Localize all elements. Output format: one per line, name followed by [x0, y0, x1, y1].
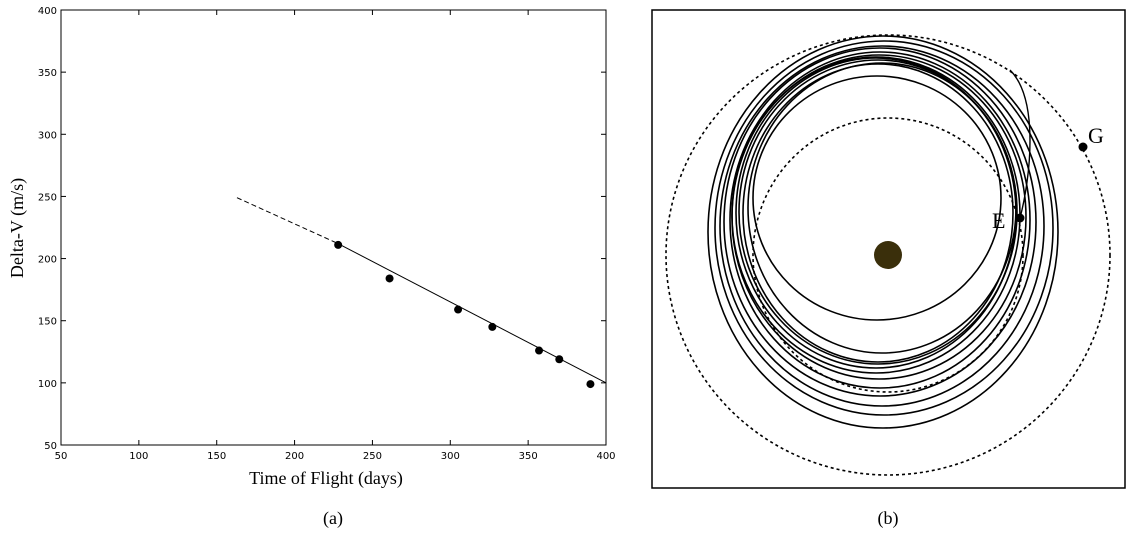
panel-a-scatter-plot: 50 100 150 200 250 300 350 400 50 100 150 200 250 30…: [7, 6, 616, 529]
trajectory-loop: [707, 35, 1059, 429]
trajectory-loop: [742, 63, 1014, 363]
diagram-frame: [651, 9, 1126, 489]
data-point: [586, 380, 595, 389]
trajectory-loop: [714, 40, 1054, 416]
y-tick-label: 150: [38, 317, 57, 328]
trajectory-loop: [752, 75, 1002, 321]
trajectory-loop: [747, 62, 1017, 354]
y-tick-label: 350: [38, 68, 57, 79]
caption-a: (a): [323, 508, 343, 529]
trajectory-loop: [719, 45, 1045, 407]
label-G: G: [1088, 123, 1104, 148]
inner-dotted-orbit: [752, 117, 1024, 393]
data-point: [334, 240, 343, 249]
trajectory-loop: [723, 47, 1037, 397]
x-tick-label: 400: [596, 451, 615, 462]
data-point: [385, 274, 394, 283]
fit-line: [236, 197, 607, 384]
x-tick-label: 150: [207, 451, 226, 462]
data-point: [488, 322, 497, 331]
x-tick-label: 250: [363, 451, 382, 462]
data-point: [535, 346, 544, 355]
trajectory-loop: [738, 59, 1018, 365]
x-tick-label: 100: [129, 451, 148, 462]
trajectory-spiral: [707, 35, 1059, 429]
y-axis-ticks: 50 100 150 200 250 300 350 400: [38, 6, 606, 452]
trajectory-loop: [729, 51, 1031, 389]
y-tick-label: 300: [38, 130, 57, 141]
plot-a-frame: [60, 9, 607, 446]
data-points: [334, 240, 595, 389]
panel-b-orbit-diagram: E G (b): [651, 9, 1126, 529]
data-point: [454, 305, 463, 314]
point-G-marker: [1078, 142, 1088, 152]
y-tick-label: 250: [38, 192, 57, 203]
x-axis-ticks: 50 100 150 200 250 300 350 400: [55, 10, 616, 462]
central-body: [874, 241, 902, 269]
y-tick-label: 50: [44, 441, 57, 452]
point-E-marker: [1015, 213, 1025, 223]
caption-b: (b): [878, 508, 899, 529]
x-tick-label: 350: [519, 451, 538, 462]
fit-line-extrapolated-dashed: [236, 197, 339, 245]
departure-arc: [1009, 69, 1031, 219]
x-tick-label: 50: [55, 451, 68, 462]
fit-line-solid: [337, 243, 607, 384]
x-tick-label: 200: [285, 451, 304, 462]
y-axis-label: Delta-V (m/s): [7, 178, 28, 278]
y-tick-label: 400: [38, 6, 57, 17]
label-E: E: [992, 208, 1005, 233]
data-point: [555, 355, 564, 364]
y-tick-label: 200: [38, 255, 57, 266]
x-axis-label: Time of Flight (days): [249, 468, 403, 489]
y-tick-label: 100: [38, 379, 57, 390]
outer-dotted-orbit: [665, 34, 1111, 476]
x-tick-label: 300: [441, 451, 460, 462]
